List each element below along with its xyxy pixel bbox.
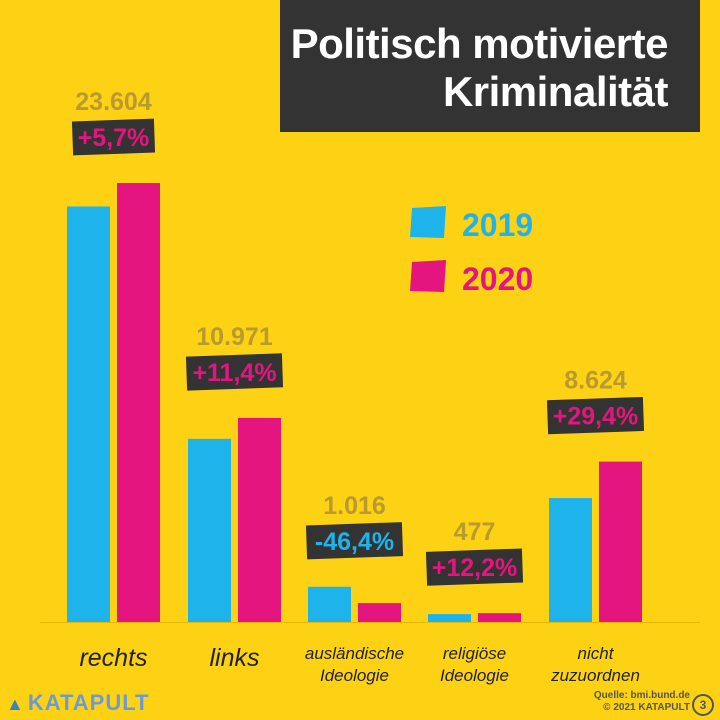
category-label-5-2: zuzuordnen bbox=[550, 666, 640, 685]
value-label-5: 8.624 bbox=[564, 367, 627, 395]
legend-swatch-2020 bbox=[410, 260, 446, 292]
bar-2020-5 bbox=[599, 461, 642, 622]
change-label-3: -46,4% bbox=[315, 528, 394, 556]
bar-2019-3 bbox=[308, 586, 351, 622]
category-label-5-1: nicht bbox=[578, 644, 615, 663]
bar-2020-4 bbox=[478, 613, 521, 622]
source-note: Quelle: bmi.bund.de © 2021 KATAPULT bbox=[594, 690, 690, 714]
category-label-1-1: rechts bbox=[79, 644, 147, 672]
legend-swatch-2019 bbox=[410, 206, 446, 238]
change-label-2: +11,4% bbox=[192, 359, 276, 387]
brand-name: KATAPULT bbox=[27, 690, 150, 715]
title-box bbox=[280, 0, 700, 132]
page-number: 3 bbox=[692, 694, 714, 716]
bar-2020-2 bbox=[238, 417, 281, 622]
bar-2019-2 bbox=[188, 438, 231, 622]
bar-2020-1 bbox=[117, 183, 160, 622]
change-box-1 bbox=[71, 118, 156, 156]
change-box-3 bbox=[305, 522, 404, 560]
category-label-4-1: religiöse bbox=[443, 644, 506, 663]
change-box-2 bbox=[185, 353, 284, 391]
change-box-5 bbox=[546, 396, 645, 435]
category-label-3-1: ausländische bbox=[305, 644, 404, 663]
katapult-logo: ▲ KATAPULT bbox=[6, 690, 149, 716]
value-label-2: 10.971 bbox=[196, 323, 273, 351]
category-label-2-1: links bbox=[209, 644, 259, 672]
change-box-4 bbox=[425, 548, 524, 586]
bar-2019-5 bbox=[549, 498, 592, 622]
value-label-3: 1.016 bbox=[323, 492, 386, 520]
category-label-4-2: Ideologie bbox=[440, 666, 509, 685]
value-label-4: 477 bbox=[454, 518, 496, 546]
legend-label-2020: 2020 bbox=[462, 261, 533, 297]
change-label-4: +12,2% bbox=[432, 554, 518, 582]
title-line-1: Politisch motivierte bbox=[290, 20, 669, 67]
katapult-mark-icon: ▲ bbox=[6, 694, 25, 714]
title-line-2: Kriminalität bbox=[442, 68, 669, 115]
bar-2019-1 bbox=[67, 206, 110, 622]
page-title: Politisch motivierte Kriminalität bbox=[290, 20, 669, 116]
change-label-5: +29,4% bbox=[553, 403, 639, 431]
category-label-3-2: Ideologie bbox=[320, 666, 389, 685]
change-label-1: +5,7% bbox=[78, 124, 150, 152]
copyright-text: © 2021 KATAPULT bbox=[603, 702, 690, 713]
bar-2020-3 bbox=[358, 603, 401, 622]
value-label-1: 23.604 bbox=[75, 88, 152, 116]
source-text: Quelle: bmi.bund.de bbox=[593, 690, 690, 701]
bar-2019-4 bbox=[428, 614, 471, 622]
legend-label-2019: 2019 bbox=[462, 207, 533, 243]
